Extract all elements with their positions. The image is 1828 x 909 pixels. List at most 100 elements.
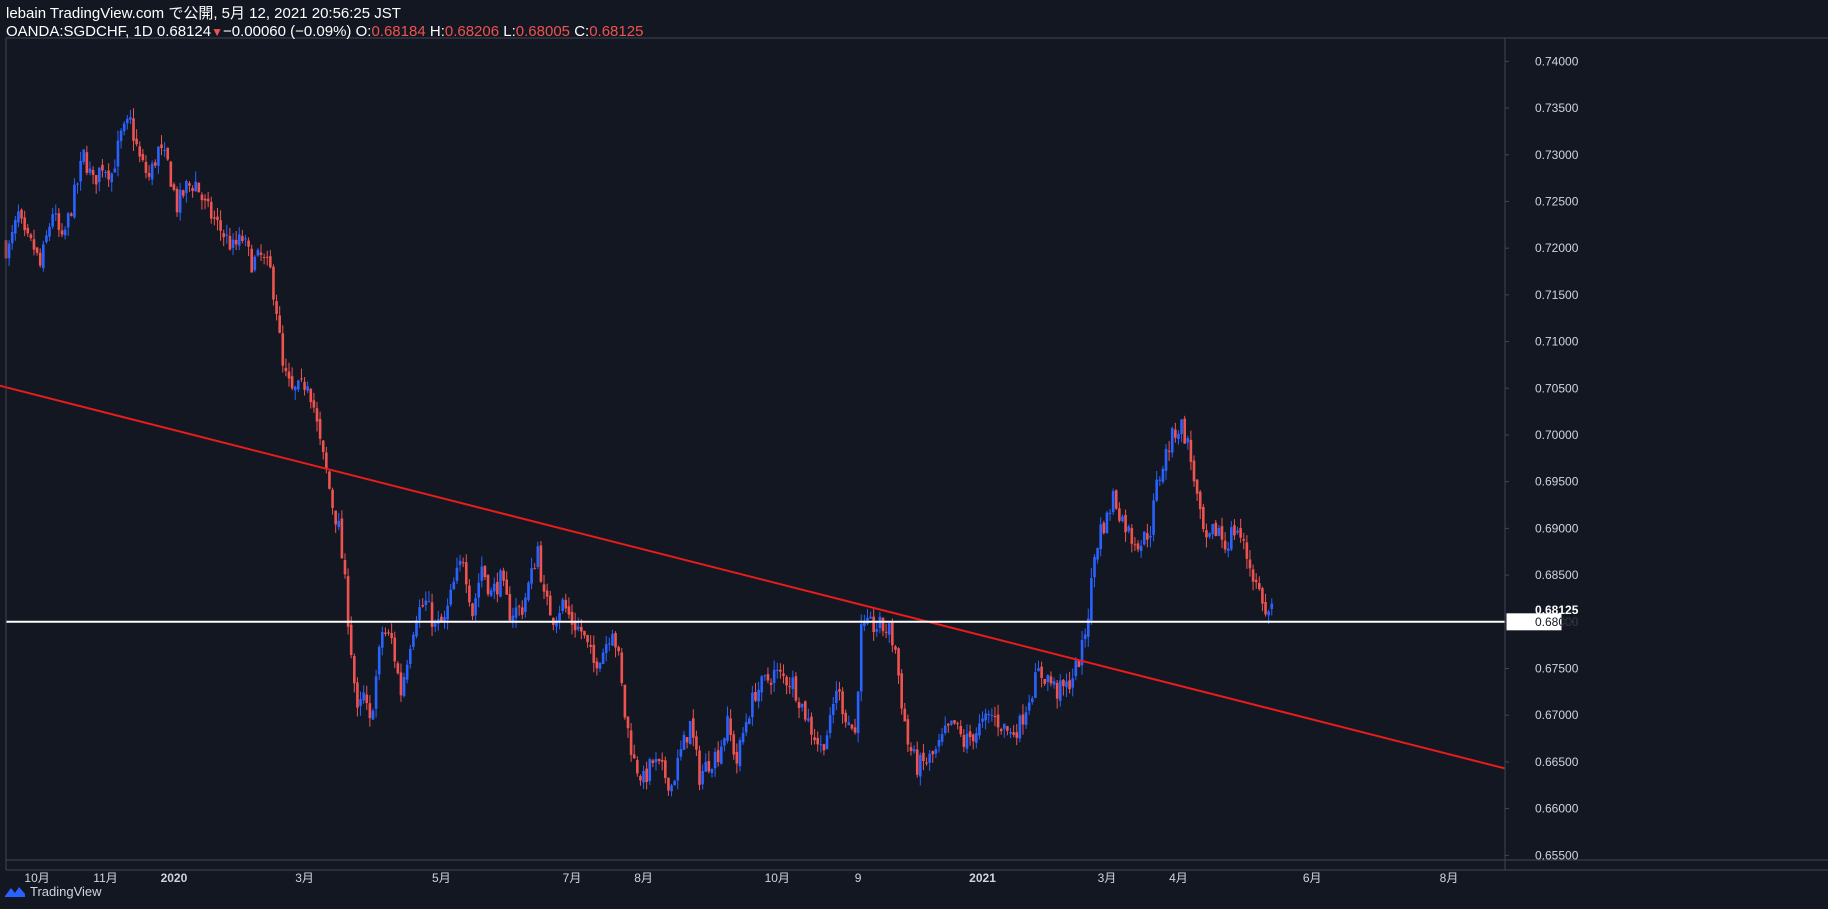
candle-body <box>676 757 680 781</box>
open-value: 0.68184 <box>371 23 426 40</box>
candle-body <box>738 740 742 767</box>
candle-body <box>113 168 117 173</box>
candle-body <box>632 754 636 759</box>
candle-body <box>695 736 698 750</box>
candle-body <box>1170 428 1174 453</box>
candle-body <box>1052 681 1056 685</box>
candle-body <box>760 676 764 693</box>
candle-body <box>73 184 76 218</box>
candle-body <box>791 677 795 690</box>
candle-body <box>396 663 400 674</box>
candle-body <box>256 249 260 256</box>
time-tick-label: 2021 <box>969 871 996 885</box>
price-tick-label: 0.72000 <box>1535 241 1579 255</box>
price-axis[interactable]: 0.74000 0.73500 0.73000 0.72500 0.72000 0.715… <box>1505 54 1579 862</box>
candle-body <box>943 725 947 734</box>
candle-body <box>779 669 782 672</box>
candle-body <box>741 733 745 743</box>
candle-body <box>365 694 369 704</box>
high-label: H: <box>429 23 445 40</box>
candle-body <box>937 740 941 747</box>
price-tick-label: 0.67500 <box>1535 662 1579 676</box>
candle-body <box>922 752 925 762</box>
candle-body <box>234 239 238 245</box>
ohlc-legend: OANDA:SGDCHF, 1D 0.68124▼−0.00060 (−0.09… <box>6 23 643 41</box>
candle-body <box>859 624 863 692</box>
candle-body <box>682 734 686 750</box>
candle-body <box>175 188 179 213</box>
candle-body <box>1177 433 1180 440</box>
candle-body <box>953 720 956 724</box>
candle-body <box>433 621 437 627</box>
candle-body <box>906 719 910 745</box>
candles-layer <box>4 108 1274 797</box>
candle-body <box>66 213 70 228</box>
candle-body <box>564 599 568 609</box>
candle-body <box>542 584 546 592</box>
candle-body <box>648 759 652 781</box>
candle-body <box>875 629 879 632</box>
candle-body <box>1211 523 1214 535</box>
candle-body <box>1139 545 1143 552</box>
candle-body <box>1074 660 1078 677</box>
last-price: 0.68124 <box>156 23 212 40</box>
symbol-label[interactable]: OANDA:SGDCHF, 1D <box>6 23 153 40</box>
candle-body <box>704 761 708 772</box>
candle-body <box>107 170 110 180</box>
candle-body <box>844 712 847 723</box>
candle-body <box>530 568 533 584</box>
candle-body <box>1202 506 1205 530</box>
price-change: −0.00060 (−0.09%) <box>223 23 352 40</box>
candle-body <box>293 386 297 391</box>
price-label-text: 0.68000 <box>1535 615 1579 629</box>
candle-body <box>231 239 235 248</box>
candle-body <box>567 606 571 615</box>
candle-body <box>197 182 201 193</box>
candle-body <box>219 220 222 231</box>
candle-body <box>1142 531 1146 545</box>
candle-body <box>402 677 406 697</box>
price-tick-label: 0.67000 <box>1535 708 1579 722</box>
candle-body <box>1021 714 1025 725</box>
candle-body <box>636 760 639 774</box>
candle-body <box>1124 514 1127 533</box>
candle-body <box>670 785 673 792</box>
candle-body <box>1233 525 1236 536</box>
candle-body <box>723 738 726 746</box>
candle-body <box>623 684 627 718</box>
brand-name: TradingView <box>30 883 102 899</box>
trend-line[interactable] <box>0 371 1506 770</box>
candle-body <box>384 632 387 634</box>
time-axis[interactable]: 10月 11月 2020 3月 5月 7月 8月 10月 9 2021 3月 4月 6月 8月 <box>24 871 1458 885</box>
tradingview-branding[interactable]: TradingView <box>4 880 102 902</box>
price-tick-label: 0.69000 <box>1535 521 1579 535</box>
candle-body <box>153 162 157 166</box>
candle-body <box>803 701 807 720</box>
candle-body <box>1027 702 1031 711</box>
candle-body <box>337 520 341 527</box>
candle-body <box>685 737 689 743</box>
candle-body <box>735 751 739 764</box>
candle-body <box>200 194 204 201</box>
candle-body <box>611 633 614 646</box>
candle-body <box>800 703 804 708</box>
candle-body <box>1214 522 1218 536</box>
candle-body <box>415 620 418 637</box>
candle-body <box>1065 681 1068 688</box>
candle-body <box>477 582 481 598</box>
candle-body <box>816 737 819 745</box>
low-label: L: <box>503 23 516 40</box>
candle-body <box>573 622 577 631</box>
candle-body <box>97 167 101 183</box>
candle-body <box>371 710 375 720</box>
candle-body <box>570 611 574 625</box>
candle-body <box>968 731 972 738</box>
price-tick-label: 0.73000 <box>1535 148 1579 162</box>
candle-body <box>1217 527 1221 536</box>
candle-body <box>250 248 253 273</box>
candle-body <box>822 744 826 751</box>
candle-body <box>1133 544 1137 546</box>
price-tick-label: 0.73500 <box>1535 101 1579 115</box>
candle-body <box>660 759 664 762</box>
